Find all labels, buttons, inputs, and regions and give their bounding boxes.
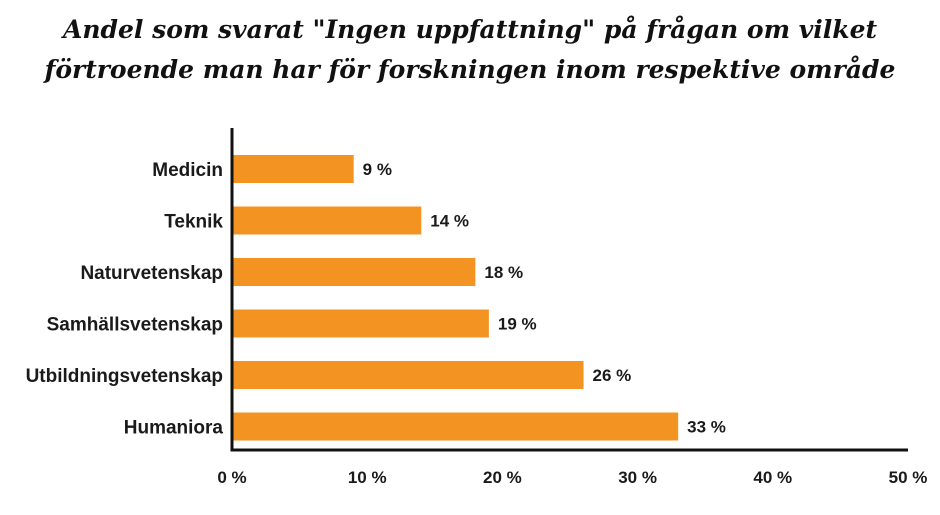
value-label-0: 9 % — [363, 160, 392, 179]
x-tick-label-5: 50 % — [889, 468, 928, 487]
x-tick-labels: 0 % 10 % 20 % 30 % 40 % 50 % — [217, 468, 927, 487]
axes — [230, 128, 908, 452]
x-tick-label-0: 0 % — [217, 468, 246, 487]
chart-title: Andel som svarat "Ingen uppfattning" på … — [0, 10, 940, 90]
category-label-3: Samhällsvetenskap — [47, 315, 223, 336]
chart-title-line-2: förtroende man har för forskningen inom … — [44, 55, 896, 84]
category-label-0: Medicin — [152, 160, 223, 181]
category-label-2: Naturvetenskap — [80, 263, 223, 284]
bar-0 — [232, 155, 354, 183]
x-tick-label-3: 30 % — [618, 468, 657, 487]
category-labels: Medicin Teknik Naturvetenskap Samhällsveten… — [26, 160, 224, 439]
value-label-5: 33 % — [687, 418, 726, 437]
x-tick-label-4: 40 % — [753, 468, 792, 487]
x-tick-label-2: 20 % — [483, 468, 522, 487]
bar-2 — [232, 258, 476, 286]
bar-5 — [232, 412, 679, 441]
bars-layer — [232, 155, 679, 441]
value-label-4: 26 % — [593, 366, 632, 385]
category-label-1: Teknik — [164, 212, 223, 233]
category-label-4: Utbildningsvetenskap — [26, 366, 223, 387]
bar-1 — [232, 206, 422, 235]
category-label-5: Humaniora — [124, 418, 224, 439]
bar-4 — [232, 361, 584, 389]
value-labels: 9 % 14 % 18 % 19 % 26 % 33 % — [363, 160, 726, 437]
value-label-2: 18 % — [484, 263, 523, 282]
value-label-3: 19 % — [498, 315, 537, 334]
chart-title-line-1: Andel som svarat "Ingen uppfattning" på … — [62, 15, 878, 44]
value-label-1: 14 % — [430, 212, 469, 231]
bar-3 — [232, 309, 489, 338]
x-tick-label-1: 10 % — [348, 468, 387, 487]
